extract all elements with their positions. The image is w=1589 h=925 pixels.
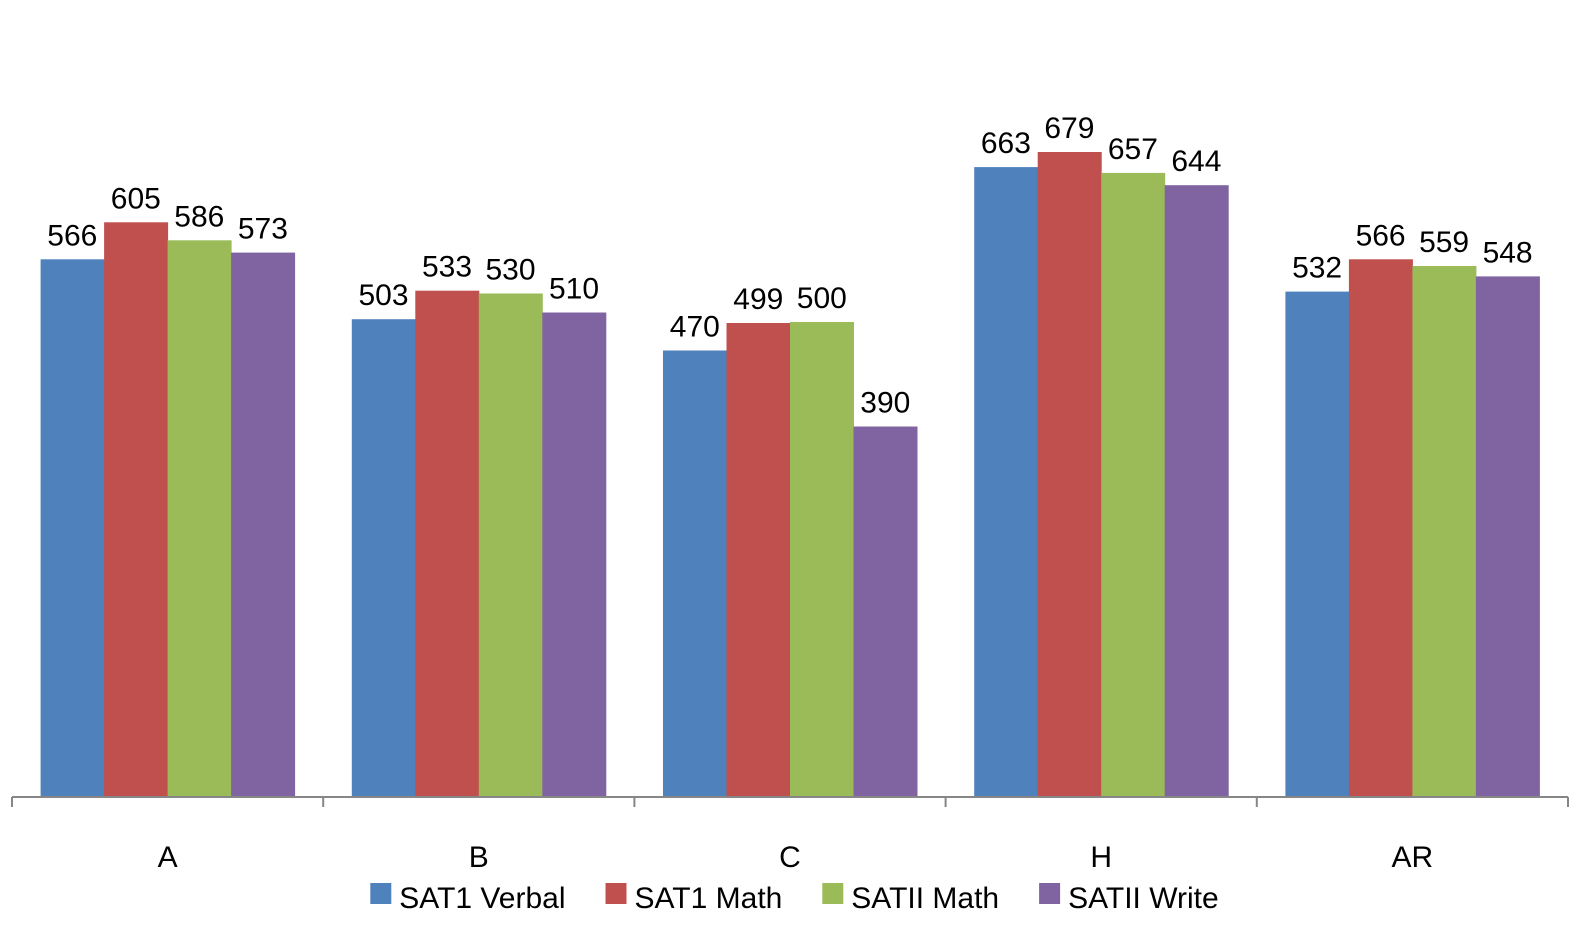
bar-b-satii-math (478, 293, 543, 797)
bar-h-sat1-math (1037, 152, 1102, 797)
data-label: 532 (1292, 252, 1342, 285)
category-label: H (1090, 841, 1112, 874)
bar-h-satii-write (1164, 185, 1229, 797)
bar-ar-sat1-verbal (1285, 291, 1350, 797)
data-label: 679 (1044, 112, 1094, 145)
bar-ar-satii-write (1475, 276, 1540, 797)
data-label: 499 (733, 283, 783, 316)
legend-swatch-satii-math (822, 883, 844, 904)
data-label: 586 (174, 200, 224, 233)
category-label: A (158, 841, 178, 874)
category-label: C (779, 841, 801, 874)
x-axis: A B C H AR (11, 796, 1569, 874)
data-label: 644 (1171, 145, 1221, 178)
data-labels-layer: 566 605 586 573 503 533 530 510 470 499 500 390 663 6… (47, 112, 1532, 420)
bar-h-satii-math (1101, 172, 1166, 797)
bar-b-sat1-verbal (351, 319, 416, 797)
bar-a-sat1-math (104, 222, 169, 798)
data-label: 390 (860, 387, 910, 420)
bar-c-sat1-verbal (663, 350, 727, 797)
category-label: AR (1392, 841, 1434, 874)
data-label: 510 (549, 273, 599, 306)
data-label: 566 (47, 219, 97, 252)
legend-label: SAT1 Verbal (399, 882, 565, 915)
data-label: 605 (111, 182, 161, 215)
data-label: 533 (422, 251, 472, 284)
bar-b-sat1-math (415, 290, 480, 797)
data-label: 503 (358, 279, 408, 312)
data-label: 566 (1356, 219, 1406, 252)
bar-ar-satii-math (1412, 266, 1477, 797)
bar-c-satii-write (853, 426, 918, 797)
legend-swatch-satii-write (1039, 883, 1061, 904)
bar-ar-sat1-math (1348, 259, 1413, 797)
data-label: 559 (1419, 226, 1469, 259)
bar-h-sat1-verbal (974, 167, 1039, 798)
bar-c-sat1-math (726, 323, 791, 797)
legend-swatch-sat1-math (605, 883, 627, 904)
legend-label: SAT1 Math (635, 882, 783, 915)
data-label: 573 (238, 213, 288, 246)
data-label: 548 (1483, 236, 1533, 269)
bar-a-satii-math (167, 240, 232, 798)
bar-c-satii-math (790, 322, 854, 797)
category-label: B (469, 841, 489, 874)
legend-label: SATII Math (851, 882, 999, 915)
data-label: 470 (670, 311, 720, 344)
data-label: 530 (485, 254, 535, 287)
bar-a-sat1-verbal (40, 259, 105, 797)
bar-b-satii-write (542, 312, 607, 797)
data-label: 500 (797, 282, 847, 315)
legend-swatch-sat1-verbal (370, 883, 392, 904)
legend: SAT1 Verbal SAT1 Math SATII Math SATII Writ… (370, 882, 1219, 915)
bar-a-satii-write (231, 252, 296, 798)
bars-layer (40, 152, 1540, 798)
data-label: 663 (981, 127, 1031, 160)
data-label: 657 (1108, 133, 1158, 166)
legend-label: SATII Write (1068, 882, 1219, 915)
